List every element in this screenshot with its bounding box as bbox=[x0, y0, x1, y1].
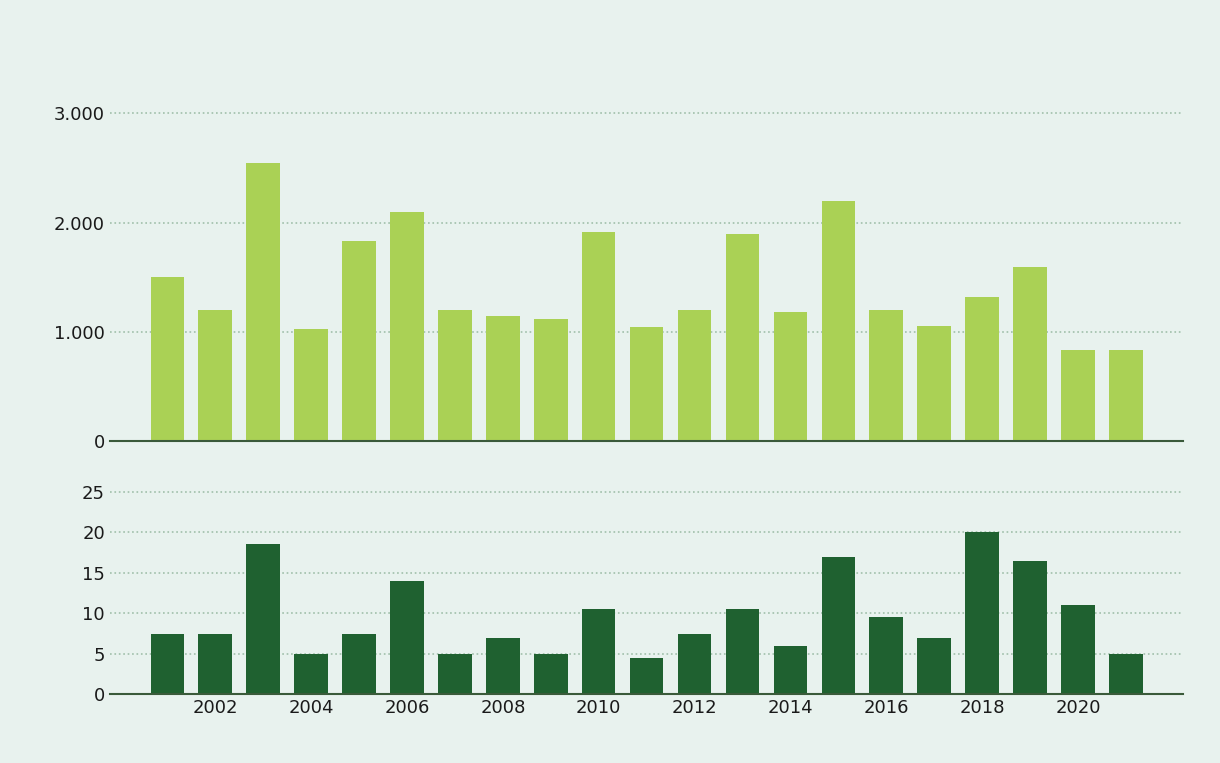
Bar bbox=[438, 654, 472, 694]
Bar bbox=[1014, 561, 1047, 694]
Bar bbox=[773, 645, 808, 694]
Bar bbox=[150, 278, 184, 442]
Bar bbox=[1109, 349, 1143, 442]
Bar bbox=[294, 654, 328, 694]
Bar bbox=[246, 163, 279, 442]
Bar bbox=[965, 297, 999, 442]
Bar bbox=[390, 212, 423, 442]
Bar bbox=[582, 231, 615, 442]
Bar bbox=[870, 617, 903, 694]
Bar bbox=[821, 557, 855, 694]
Bar bbox=[773, 313, 808, 442]
Bar bbox=[343, 633, 376, 694]
Bar bbox=[199, 633, 232, 694]
Bar bbox=[150, 633, 184, 694]
Bar bbox=[917, 326, 950, 442]
Bar bbox=[390, 581, 423, 694]
Bar bbox=[630, 658, 664, 694]
Bar bbox=[1061, 605, 1094, 694]
Bar bbox=[870, 311, 903, 442]
Bar bbox=[630, 327, 664, 442]
Bar bbox=[343, 241, 376, 442]
Bar bbox=[1014, 266, 1047, 442]
Bar bbox=[246, 545, 279, 694]
Bar bbox=[486, 638, 520, 694]
Bar bbox=[534, 654, 567, 694]
Bar bbox=[726, 233, 759, 442]
Bar bbox=[582, 610, 615, 694]
Bar bbox=[1061, 349, 1094, 442]
Bar bbox=[917, 638, 950, 694]
Bar bbox=[534, 319, 567, 442]
Bar bbox=[294, 329, 328, 442]
Bar bbox=[486, 316, 520, 442]
Bar bbox=[678, 311, 711, 442]
Bar bbox=[199, 311, 232, 442]
Bar bbox=[678, 633, 711, 694]
Bar bbox=[821, 201, 855, 442]
Bar bbox=[1109, 654, 1143, 694]
Bar bbox=[438, 311, 472, 442]
Bar bbox=[965, 533, 999, 694]
Bar bbox=[726, 610, 759, 694]
